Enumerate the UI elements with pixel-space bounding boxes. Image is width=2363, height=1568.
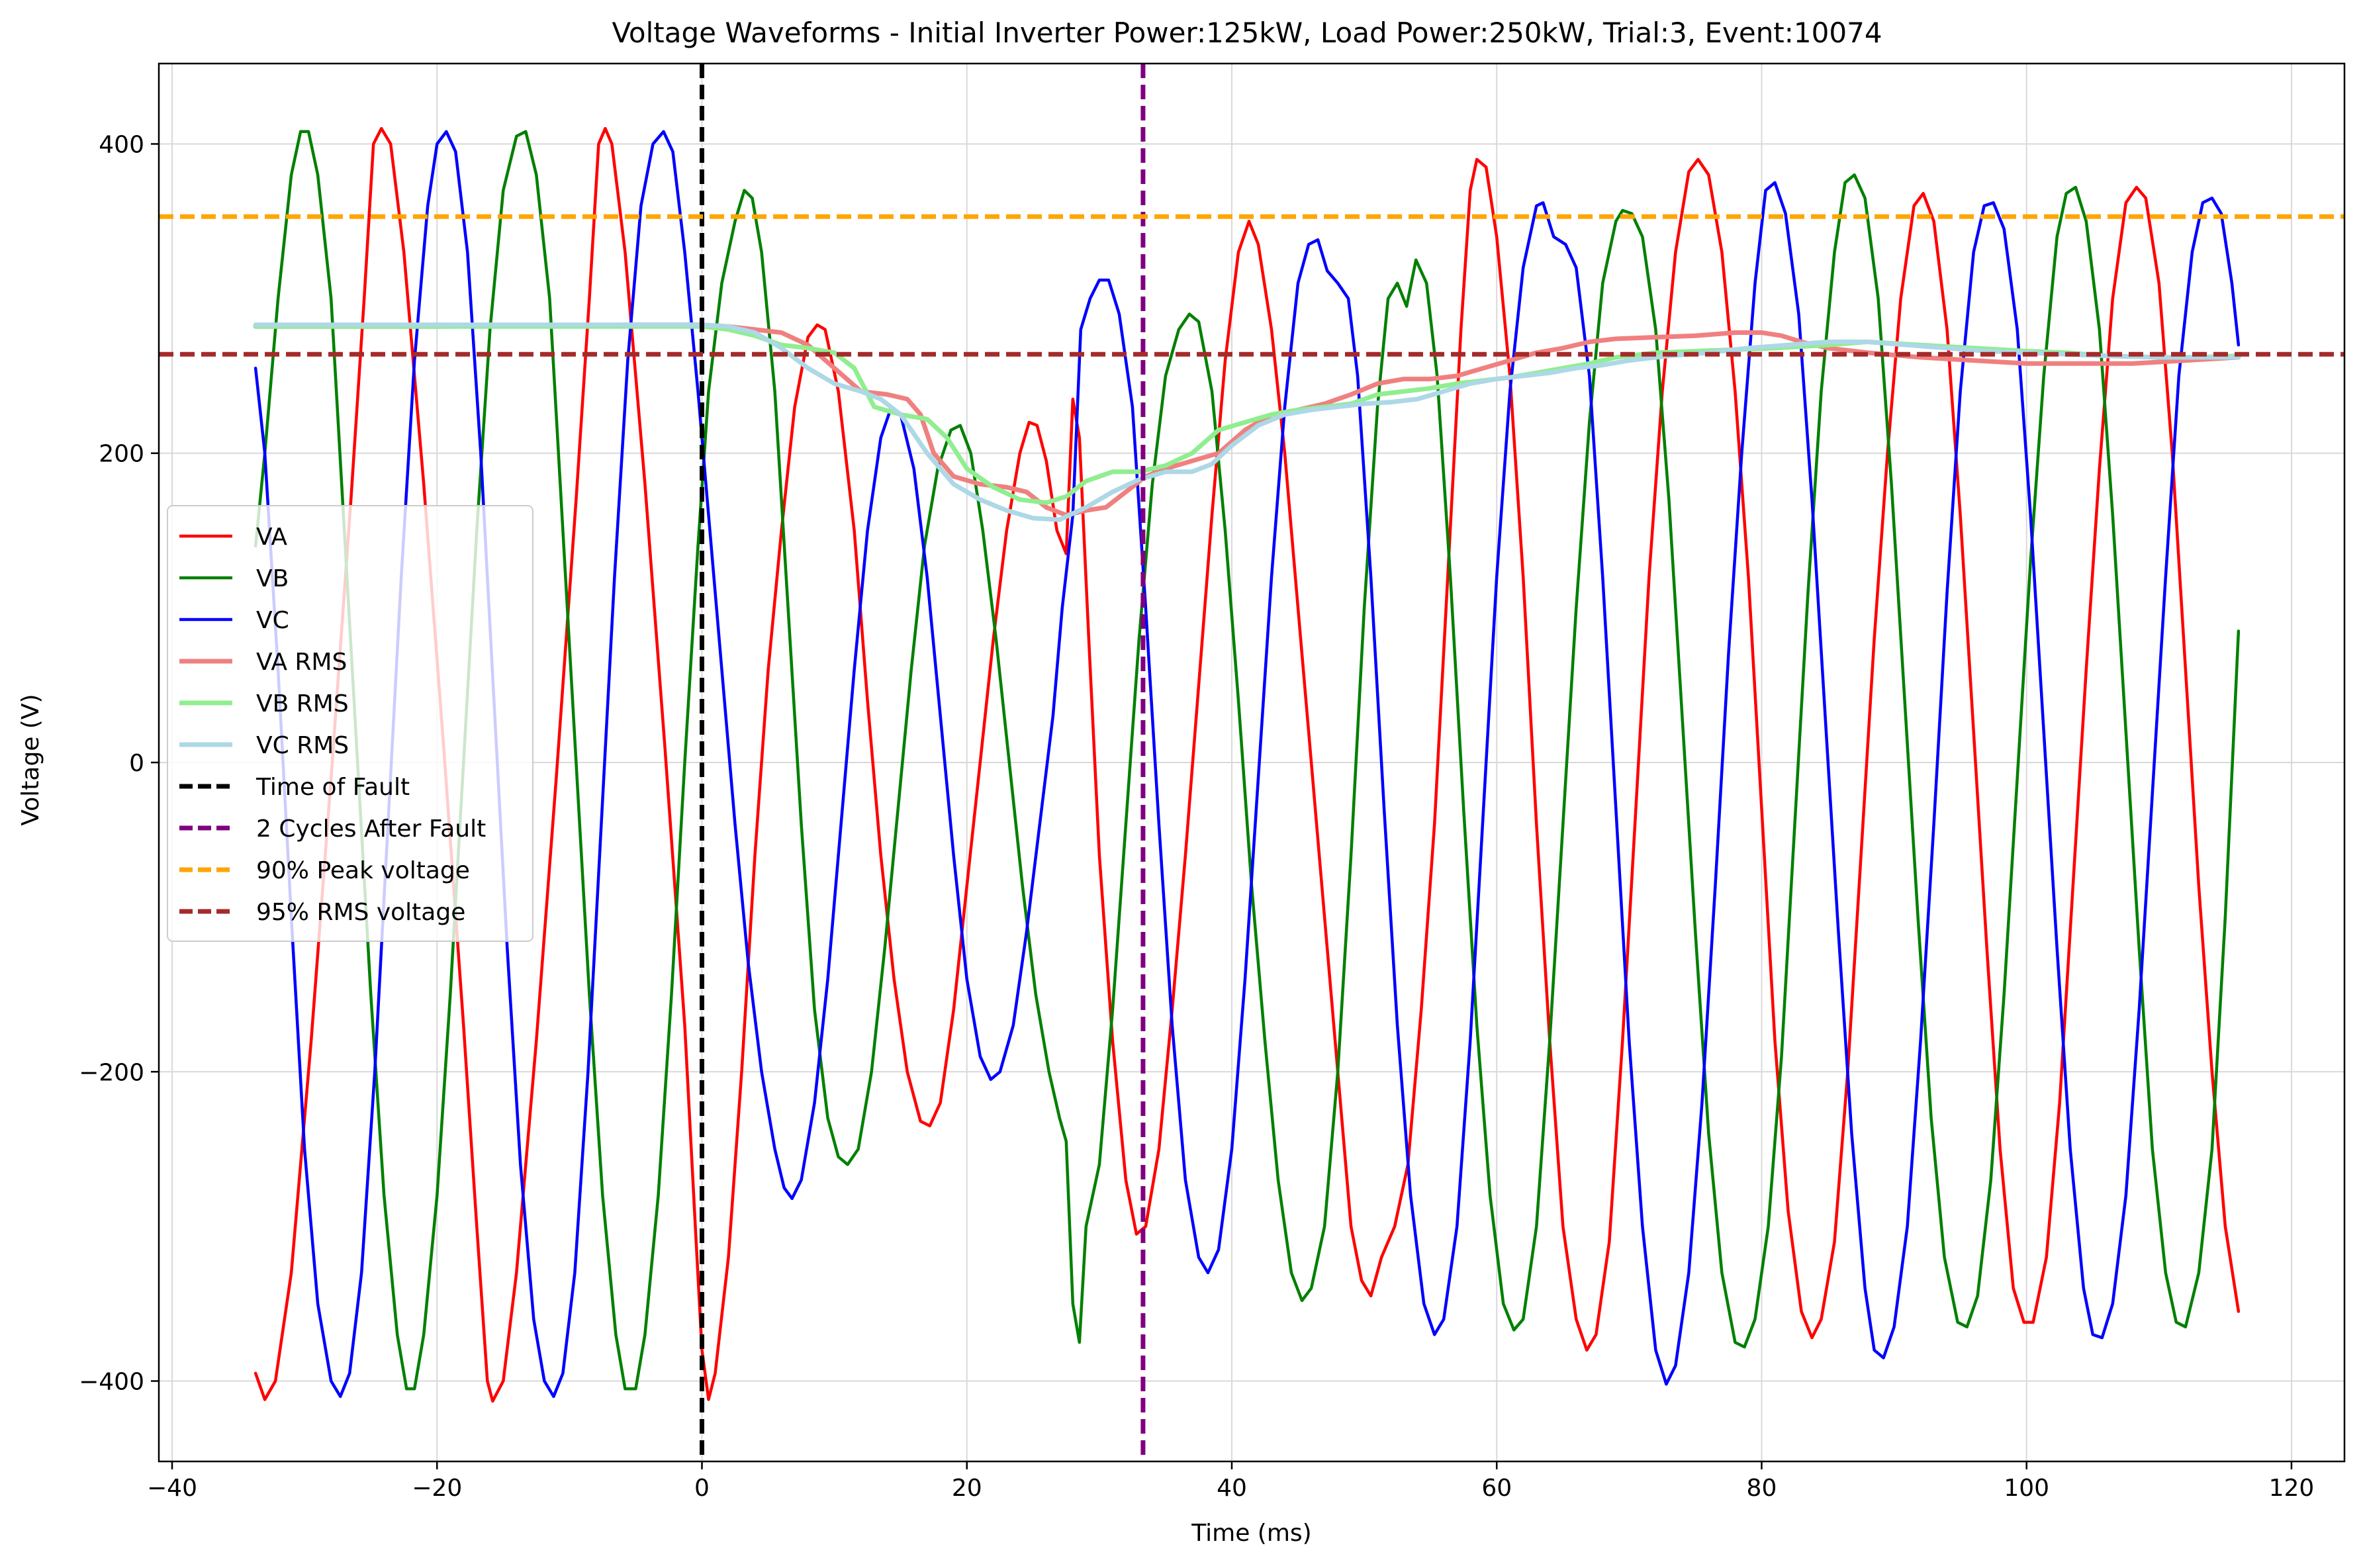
legend-label-95pct-rms-voltage: 95% RMS voltage [256, 899, 465, 926]
series-line-vc-rms [253, 322, 2241, 522]
legend-label-2-cycles-after-fault: 2 Cycles After Fault [256, 815, 486, 843]
series-line-vc [254, 130, 2241, 1399]
y-tick-label: −200 [79, 1059, 144, 1086]
series-lines [253, 126, 2241, 1403]
x-tick-label: 40 [1217, 1475, 1247, 1502]
x-axis-label: Time (ms) [1191, 1520, 1311, 1547]
legend-label-vc-rms: VC RMS [256, 732, 349, 759]
chart-title: Voltage Waveforms - Initial Inverter Pow… [612, 17, 1882, 49]
series-line-vb [254, 130, 2241, 1391]
legend-label-va-rms: VA RMS [256, 649, 347, 676]
legend-label-vb: VB [256, 565, 289, 592]
x-tick-label: 80 [1747, 1475, 1777, 1502]
legend-box [167, 505, 533, 942]
series-line-va [254, 126, 2241, 1403]
x-tick-label: 20 [952, 1475, 982, 1502]
reference-lines [159, 64, 2344, 1461]
y-tick-label: 200 [99, 441, 144, 468]
x-tick-label: 100 [2004, 1475, 2049, 1502]
x-tick-label: 0 [694, 1475, 710, 1502]
x-tick-label: −20 [412, 1475, 462, 1502]
x-tick-label: −40 [147, 1475, 197, 1502]
x-tick-label: 60 [1481, 1475, 1512, 1502]
legend-label-vb-rms: VB RMS [256, 690, 349, 717]
legend-label-time-of-fault: Time of Fault [255, 774, 410, 801]
x-tick-label: 120 [2269, 1475, 2315, 1502]
y-axis-label: Voltage (V) [17, 694, 44, 825]
legend-label-90pct-peak-voltage: 90% Peak voltage [256, 857, 470, 884]
y-tick-label: 400 [99, 131, 144, 158]
legend: VA VB VC VA RMS VB RMS VC RMS Time of Fault 2 C… [167, 505, 533, 942]
y-tick-label: −400 [79, 1369, 144, 1396]
legend-label-va: VA [256, 524, 287, 551]
y-tick-label: 0 [129, 750, 144, 777]
legend-label-vc: VC [256, 607, 289, 634]
